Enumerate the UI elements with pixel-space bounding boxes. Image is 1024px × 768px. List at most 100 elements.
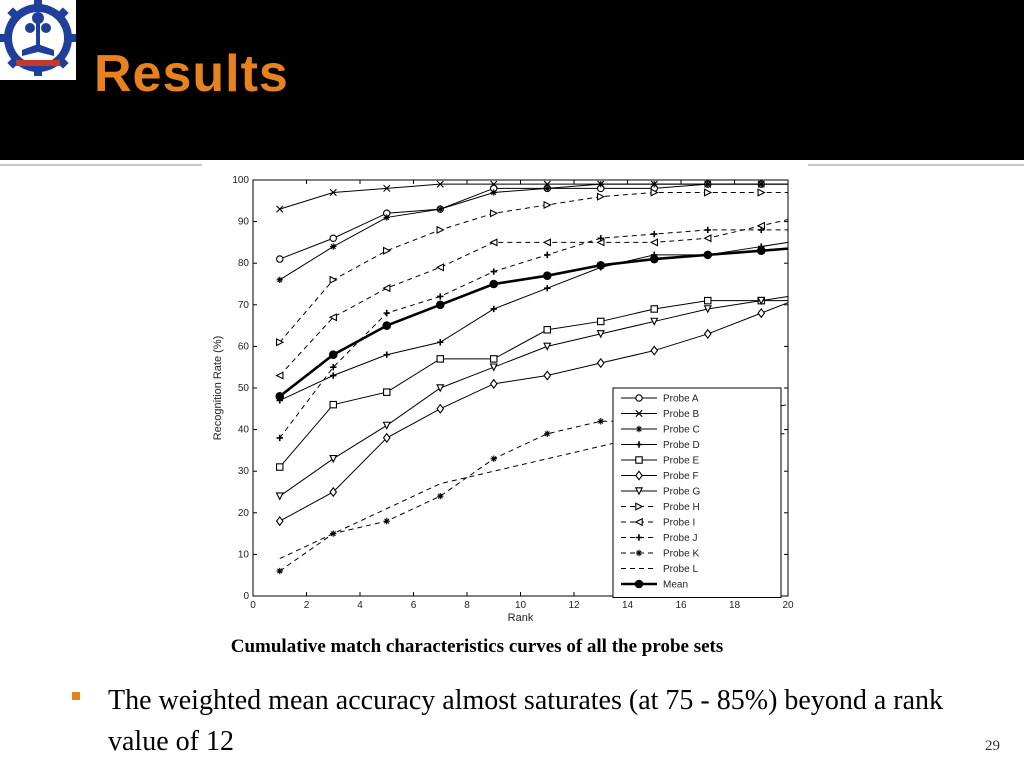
data-point xyxy=(275,392,285,401)
data-point xyxy=(329,234,338,242)
data-point xyxy=(596,317,605,326)
data-point xyxy=(329,400,338,409)
data-point xyxy=(757,188,766,197)
data-point xyxy=(596,357,605,369)
data-point xyxy=(651,180,658,188)
data-point xyxy=(649,254,659,264)
divider-right xyxy=(808,164,1024,166)
data-point xyxy=(635,549,643,557)
data-point xyxy=(703,250,713,260)
data-point xyxy=(329,188,337,197)
y-tick-label: 100 xyxy=(232,175,249,186)
y-tick-label: 10 xyxy=(238,549,250,560)
data-point xyxy=(758,180,765,188)
data-point xyxy=(330,364,337,371)
data-point xyxy=(490,180,498,188)
legend-box xyxy=(612,387,782,598)
data-point xyxy=(489,378,498,389)
legend-label: Probe K xyxy=(663,549,699,560)
legend-label: Probe H xyxy=(663,502,700,513)
data-point xyxy=(635,425,643,433)
data-point xyxy=(649,238,658,247)
data-point xyxy=(650,317,659,326)
data-point xyxy=(543,370,552,381)
legend-label: Mean xyxy=(663,580,688,591)
data-point xyxy=(276,338,285,347)
data-point xyxy=(544,430,551,437)
data-point xyxy=(597,235,604,242)
data-point xyxy=(597,418,604,425)
data-point xyxy=(275,492,284,501)
data-point xyxy=(275,371,284,380)
data-point xyxy=(383,388,391,396)
data-point xyxy=(758,226,765,234)
data-point xyxy=(329,275,338,284)
data-point xyxy=(596,330,605,339)
x-tick-label: 4 xyxy=(357,600,363,611)
data-point xyxy=(330,243,337,250)
data-point xyxy=(382,321,392,330)
x-tick-label: 18 xyxy=(729,600,741,611)
data-point xyxy=(650,345,659,356)
data-point xyxy=(436,384,445,393)
legend-label: Probe G xyxy=(663,487,700,498)
y-tick-label: 60 xyxy=(238,341,250,352)
title-bar: Results xyxy=(0,0,1024,160)
data-point xyxy=(489,238,498,247)
x-tick-label: 20 xyxy=(782,600,794,611)
legend-label: Probe J xyxy=(663,533,697,544)
legend-label: Probe D xyxy=(663,440,700,451)
slide-title: Results xyxy=(94,45,289,103)
data-point xyxy=(704,226,711,234)
data-point xyxy=(544,251,551,259)
data-point xyxy=(490,268,497,275)
data-point xyxy=(437,205,444,213)
y-tick-label: 90 xyxy=(238,217,250,228)
x-tick-label: 12 xyxy=(568,600,580,611)
data-point xyxy=(383,517,390,525)
data-point xyxy=(757,308,766,319)
x-tick-label: 14 xyxy=(622,600,634,611)
data-point xyxy=(382,432,391,444)
data-point xyxy=(634,487,644,496)
legend-label: Probe A xyxy=(663,394,699,405)
series-mean xyxy=(275,246,789,401)
legend-label: Probe B xyxy=(663,409,699,420)
data-point xyxy=(703,305,712,314)
series-probe-g xyxy=(275,295,789,501)
bullet-marker xyxy=(72,692,80,700)
data-point xyxy=(275,516,284,527)
data-point xyxy=(437,492,444,500)
data-point xyxy=(704,188,713,197)
data-point xyxy=(437,293,444,300)
data-point xyxy=(596,260,606,270)
data-point xyxy=(651,230,658,238)
data-point xyxy=(597,180,604,188)
y-tick-label: 40 xyxy=(238,425,250,436)
data-point xyxy=(489,355,498,363)
data-point xyxy=(704,180,711,188)
data-point xyxy=(329,486,338,498)
y-tick-label: 30 xyxy=(238,466,250,477)
divider-left-edge xyxy=(0,164,202,166)
bullet-text: The weighted mean accuracy almost satura… xyxy=(108,685,943,757)
series-probe-c xyxy=(276,180,788,284)
legend-label: Probe E xyxy=(663,456,699,467)
data-point xyxy=(383,351,390,358)
data-point xyxy=(490,455,497,462)
x-axis-label: Rank xyxy=(508,612,534,624)
y-tick-label: 80 xyxy=(238,258,250,269)
page-number: 29 xyxy=(985,738,1000,754)
data-point xyxy=(328,313,337,322)
data-point xyxy=(542,271,552,280)
data-point xyxy=(635,456,643,464)
data-point xyxy=(329,454,338,464)
x-tick-label: 10 xyxy=(515,600,527,611)
data-point xyxy=(542,238,551,247)
data-point xyxy=(703,234,712,243)
data-point xyxy=(490,189,497,196)
data-point xyxy=(330,530,337,537)
data-point xyxy=(650,188,659,197)
data-point xyxy=(276,434,283,442)
institute-logo xyxy=(0,0,76,80)
